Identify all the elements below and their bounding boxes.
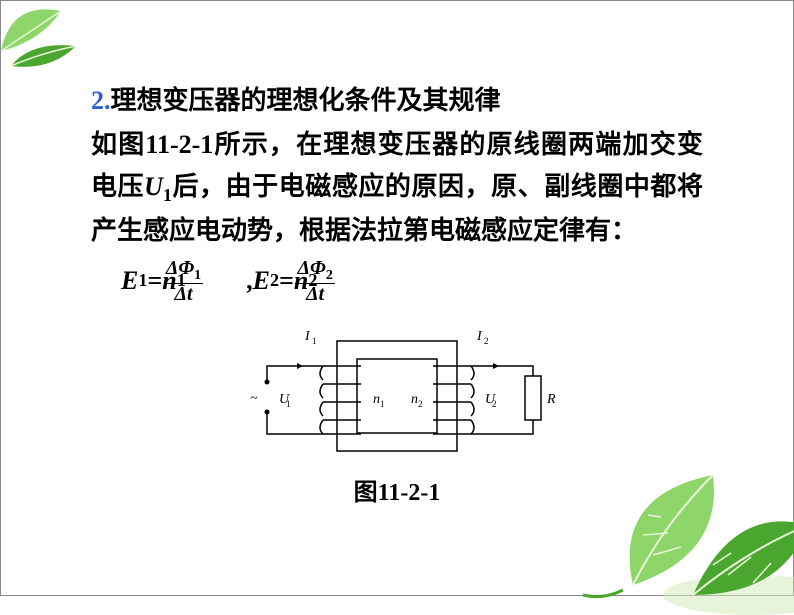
para-rest: 后，由于电磁感应的原因，原、副线圈中都将产生感应电动势，根据法拉第电磁感应定律有… bbox=[91, 172, 703, 245]
paragraph: 如图11-2-1所示，在理想变压器的原线圈两端加交变电压U1后，由于电磁感应的原… bbox=[91, 124, 703, 252]
svg-text:~: ~ bbox=[250, 391, 258, 406]
caption-number: 11-2-1 bbox=[378, 480, 441, 506]
svg-text:R: R bbox=[546, 392, 556, 407]
leaf-decoration-top-left bbox=[0, 0, 91, 81]
e1-sub: 1 bbox=[138, 270, 147, 291]
heading-number: 2. bbox=[91, 86, 111, 115]
diagram-container: I1I2U1U2n1n2R~ 图11-2-1 bbox=[91, 316, 703, 507]
svg-text:2: 2 bbox=[484, 336, 489, 346]
equals2: = bbox=[279, 266, 294, 296]
svg-text:1: 1 bbox=[312, 336, 317, 346]
svg-text:1: 1 bbox=[380, 399, 385, 409]
u1-subscript: 1 bbox=[163, 185, 172, 205]
frac2: ΔΦ2 Δt bbox=[295, 258, 334, 304]
e2-sub: 2 bbox=[270, 270, 279, 291]
frac1: ΔΦ1 Δt bbox=[164, 258, 203, 304]
svg-text:2: 2 bbox=[492, 399, 497, 409]
svg-text:I: I bbox=[476, 329, 483, 344]
caption-prefix: 图 bbox=[354, 480, 378, 506]
u1-symbol: U bbox=[144, 172, 163, 201]
heading-text: 理想变压器的理想化条件及其规律 bbox=[111, 86, 501, 115]
svg-text:2: 2 bbox=[418, 399, 423, 409]
svg-text:n: n bbox=[373, 392, 380, 407]
svg-text:1: 1 bbox=[286, 399, 291, 409]
transformer-diagram: I1I2U1U2n1n2R~ bbox=[227, 316, 567, 466]
equals1: = bbox=[147, 266, 162, 296]
formula-line: E1=n1 ΔΦ1 Δt ,E2=n2 ΔΦ2 Δt bbox=[91, 258, 703, 304]
para-prefix: 如图 bbox=[91, 130, 145, 159]
figure-caption: 图11-2-1 bbox=[354, 472, 441, 507]
e2: E bbox=[253, 266, 270, 296]
figure-reference: 11-2-1 bbox=[145, 130, 213, 159]
section-heading: 2.理想变压器的理想化条件及其规律 bbox=[91, 81, 703, 120]
svg-text:I: I bbox=[304, 329, 311, 344]
slide-content: 2.理想变压器的理想化条件及其规律 如图11-2-1所示，在理想变压器的原线圈两… bbox=[91, 81, 703, 507]
svg-text:n: n bbox=[411, 392, 418, 407]
e1: E bbox=[121, 266, 138, 296]
